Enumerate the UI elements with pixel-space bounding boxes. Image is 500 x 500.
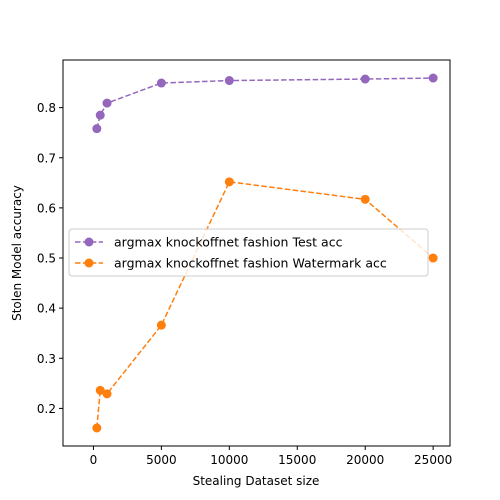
data-point-test-acc bbox=[102, 98, 112, 108]
y-tick-label: 0.6 bbox=[37, 201, 56, 215]
y-tick-label: 0.5 bbox=[37, 252, 56, 266]
x-tick-label: 10000 bbox=[210, 453, 248, 467]
data-point-watermark-acc bbox=[224, 177, 234, 187]
data-point-watermark-acc bbox=[92, 423, 102, 433]
y-tick-label: 0.7 bbox=[37, 151, 56, 165]
x-tick-label: 5000 bbox=[146, 453, 177, 467]
data-point-test-acc bbox=[360, 74, 370, 84]
x-axis-label: Stealing Dataset size bbox=[193, 474, 320, 488]
legend-marker-test-acc bbox=[84, 237, 94, 247]
data-point-test-acc bbox=[95, 110, 105, 120]
x-tick-label: 15000 bbox=[278, 453, 316, 467]
y-tick-label: 0.4 bbox=[37, 302, 56, 316]
legend-frame bbox=[68, 228, 429, 277]
x-tick-label: 20000 bbox=[346, 453, 384, 467]
data-point-watermark-acc bbox=[102, 389, 112, 399]
plot-frame bbox=[62, 59, 451, 447]
x-tick-label: 25000 bbox=[414, 453, 452, 467]
legend-marker-watermark-acc bbox=[84, 258, 94, 268]
series-layer bbox=[92, 73, 438, 433]
y-tick-label: 0.3 bbox=[37, 352, 56, 366]
data-point-test-acc bbox=[156, 78, 166, 88]
y-tick-label: 0.8 bbox=[37, 101, 56, 115]
legend: argmax knockoffnet fashion Test acc argm… bbox=[68, 228, 429, 277]
ticks-layer: 0 5000 10000 15000 20000 25000 0.2 0.3 0.4 0.5 0.6… bbox=[37, 101, 452, 467]
y-axis-label: Stolen Model accuracy bbox=[10, 185, 24, 321]
data-point-test-acc bbox=[224, 76, 234, 86]
data-point-watermark-acc bbox=[428, 253, 438, 263]
x-tick-label: 0 bbox=[90, 453, 98, 467]
series-line-test-acc bbox=[96, 77, 434, 129]
legend-label-watermark-acc: argmax knockoffnet fashion Watermark acc bbox=[114, 256, 387, 271]
data-point-watermark-acc bbox=[360, 194, 370, 204]
data-point-test-acc bbox=[92, 124, 102, 134]
data-point-watermark-acc bbox=[95, 385, 105, 395]
data-point-watermark-acc bbox=[156, 320, 166, 330]
series-line-watermark-acc bbox=[96, 181, 434, 429]
y-tick-label: 0.2 bbox=[37, 402, 56, 416]
data-point-test-acc bbox=[428, 73, 438, 83]
legend-label-test-acc: argmax knockoffnet fashion Test acc bbox=[114, 235, 343, 250]
